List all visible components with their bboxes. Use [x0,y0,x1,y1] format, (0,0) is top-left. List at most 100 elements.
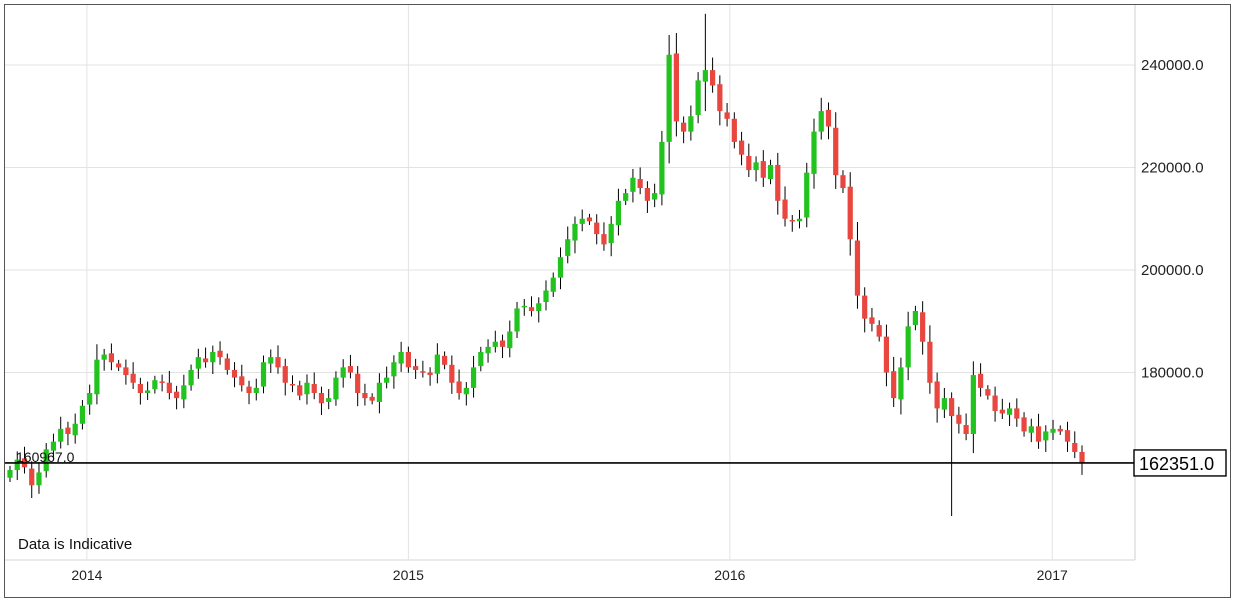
candle [565,226,571,264]
candle [934,372,940,423]
candle [413,358,419,379]
candle-body [760,161,766,178]
x-tick-label: 2014 [71,567,102,583]
chart-frame [4,4,1231,598]
candle [145,381,151,401]
candle [87,384,93,415]
candle [101,348,107,371]
data-indicative-note: Data is Indicative [18,536,132,553]
candle-body [159,381,165,383]
candle-body [391,362,397,377]
candle-body [123,367,129,376]
candle [579,209,585,232]
candle [260,355,267,394]
candle-body [195,357,201,369]
candle [623,188,629,206]
candle-body [941,398,947,410]
candle [775,152,781,215]
candle-body [108,353,115,363]
candle-body [427,372,433,376]
candle [405,346,411,373]
candle [326,389,332,410]
candle-body [36,472,42,486]
candle-body [43,449,49,472]
candle-body [920,312,926,342]
candle [166,370,172,400]
candle [673,33,679,137]
candle [796,209,803,229]
candle-body [65,427,71,434]
candle-body [717,84,723,112]
candle [941,387,947,419]
candle-body [29,468,35,486]
candle-layer [7,13,1085,516]
candle-body [543,290,549,303]
candle [318,386,325,416]
candle [514,301,520,339]
candle [94,344,100,405]
candle [50,433,57,461]
candle [72,413,78,444]
candle [992,386,998,422]
candle [268,349,274,373]
candle [557,247,564,290]
candle [369,393,375,405]
candle [891,356,897,408]
candle-body [94,359,100,395]
candle-body [985,389,991,396]
candle [644,181,651,213]
candle [840,170,846,193]
candle-body [782,199,788,219]
candle-body [1064,430,1071,442]
candle-body [297,385,303,396]
candle-body [398,352,404,364]
candle [883,324,890,387]
candle [65,421,71,446]
candle-body [470,367,477,388]
candle [688,105,694,141]
candle-body [210,352,216,363]
candle [630,168,636,203]
candle [912,305,919,331]
candle-body [1021,417,1027,432]
candle-body [7,470,13,478]
candle [463,382,469,406]
candle-body [268,357,274,364]
candle-body [1028,426,1034,433]
candle-body [304,382,310,395]
candle-body [876,325,882,337]
candle [927,325,933,394]
candle-body [623,193,629,201]
candle-body [173,391,180,399]
candle-body [912,311,919,326]
candle [920,301,926,355]
candle [702,13,708,112]
candle-body [637,179,643,188]
candle-body [441,355,448,365]
candle-body [130,373,136,383]
candle-body [231,369,238,378]
candle [1035,413,1042,449]
candle [695,72,701,124]
candle-body [1057,428,1063,432]
candle [159,374,165,392]
candle [217,341,223,365]
candle-body [224,358,230,370]
candle-body [413,366,419,370]
candle [478,346,484,372]
candle-body [1035,426,1042,442]
candle [195,348,201,379]
candle-body [818,111,824,132]
candle [608,216,614,257]
candle [202,347,209,368]
candle-body [485,346,491,354]
candle [753,156,759,182]
candle-body [536,303,542,311]
candle-body [854,240,861,296]
candle [304,374,310,405]
candle [1050,419,1056,440]
candle [956,406,962,434]
candle-body [463,387,469,395]
candle [441,351,448,370]
